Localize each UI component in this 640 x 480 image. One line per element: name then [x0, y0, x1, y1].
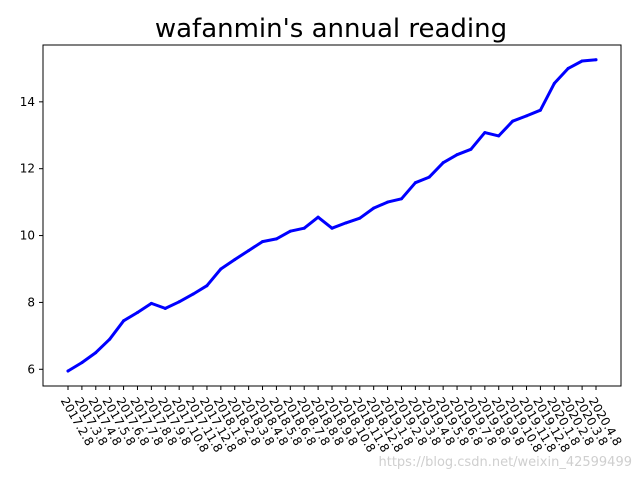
chart-title: wafanmin's annual reading [155, 14, 507, 44]
data-point [219, 267, 223, 271]
data-point [441, 161, 445, 165]
data-point [483, 131, 487, 135]
watermark: https://blog.csdn.net/weixin_42599499 [378, 455, 632, 470]
data-point [163, 306, 167, 310]
plot-frame [42, 44, 622, 387]
data-point [469, 147, 473, 151]
data-point [511, 119, 515, 123]
data-point [344, 221, 348, 225]
y-tick-label: 14 [20, 95, 35, 109]
data-point [191, 292, 195, 296]
data-point [316, 215, 320, 219]
data-point [566, 66, 570, 70]
data-point [538, 108, 542, 112]
data-point [413, 181, 417, 185]
data-point [330, 226, 334, 230]
y-tick-label: 8 [27, 295, 35, 309]
y-tick-label: 6 [27, 362, 35, 376]
data-point [205, 284, 209, 288]
data-point [358, 216, 362, 220]
data-point [580, 59, 584, 63]
y-tick-label: 10 [20, 229, 35, 243]
data-point [399, 197, 403, 201]
data-point [455, 153, 459, 157]
data-point [427, 175, 431, 179]
data-point [108, 337, 112, 341]
data-point [261, 240, 265, 244]
data-point [135, 310, 139, 314]
data-point [497, 134, 501, 138]
data-point [288, 229, 292, 233]
data-point [274, 237, 278, 241]
data-point [80, 361, 84, 365]
series-layer [66, 58, 598, 373]
y-axis: 6 8 10 12 14 [20, 95, 43, 376]
data-point [386, 200, 390, 204]
data-point [149, 301, 153, 305]
data-point [525, 114, 529, 118]
data-point [122, 319, 126, 323]
x-axis: 2017.2.82017.3.82017.4.82017.5.82017.6.8… [58, 386, 625, 455]
data-point [302, 226, 306, 230]
data-point [594, 58, 598, 62]
data-point [552, 81, 556, 85]
data-point [94, 351, 98, 355]
data-point [233, 258, 237, 262]
data-point [177, 300, 181, 304]
data-point [372, 206, 376, 210]
series-line [66, 58, 598, 373]
y-tick-label: 12 [20, 162, 35, 176]
data-point [66, 369, 70, 373]
data-point [247, 249, 251, 253]
